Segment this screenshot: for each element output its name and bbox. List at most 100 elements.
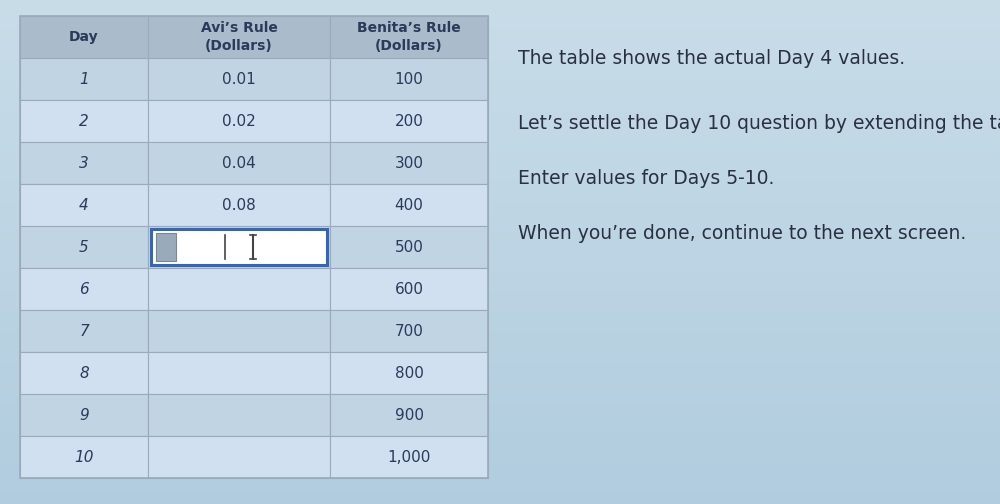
Bar: [0, 373, 1000, 383]
Bar: [330, 436, 488, 478]
Bar: [148, 184, 330, 226]
Text: 7: 7: [79, 324, 89, 339]
Bar: [20, 58, 148, 100]
Bar: [20, 310, 148, 352]
Bar: [0, 171, 1000, 181]
Bar: [0, 484, 1000, 494]
Bar: [0, 363, 1000, 373]
Bar: [0, 423, 1000, 433]
Text: 1,000: 1,000: [387, 450, 431, 465]
Text: 0.01: 0.01: [222, 72, 256, 87]
Bar: [0, 444, 1000, 454]
Text: 900: 900: [394, 408, 424, 422]
Bar: [0, 30, 1000, 40]
Bar: [0, 212, 1000, 222]
Text: Avi’s Rule
(Dollars): Avi’s Rule (Dollars): [201, 21, 277, 52]
Bar: [0, 272, 1000, 282]
Text: The table shows the actual Day 4 values.: The table shows the actual Day 4 values.: [518, 49, 905, 68]
Bar: [330, 352, 488, 394]
Bar: [0, 353, 1000, 363]
Bar: [0, 393, 1000, 403]
Bar: [148, 352, 330, 394]
Bar: [0, 343, 1000, 353]
Bar: [0, 121, 1000, 131]
Text: 400: 400: [395, 198, 423, 213]
Bar: [0, 403, 1000, 413]
Bar: [0, 40, 1000, 50]
Bar: [330, 310, 488, 352]
Text: 5: 5: [79, 239, 89, 255]
Bar: [0, 383, 1000, 393]
Bar: [330, 142, 488, 184]
Bar: [148, 58, 330, 100]
Text: 8: 8: [79, 365, 89, 381]
Bar: [0, 20, 1000, 30]
Bar: [0, 91, 1000, 101]
Bar: [330, 394, 488, 436]
Bar: [330, 100, 488, 142]
Text: 4: 4: [79, 198, 89, 213]
Bar: [0, 50, 1000, 60]
Bar: [20, 142, 148, 184]
Bar: [0, 464, 1000, 474]
Bar: [156, 233, 176, 261]
Bar: [0, 474, 1000, 484]
Bar: [20, 16, 488, 478]
Bar: [0, 312, 1000, 323]
Text: 10: 10: [74, 450, 94, 465]
Bar: [0, 111, 1000, 121]
Bar: [0, 242, 1000, 252]
Bar: [330, 58, 488, 100]
Bar: [20, 436, 148, 478]
Bar: [330, 184, 488, 226]
Bar: [0, 292, 1000, 302]
Bar: [20, 100, 148, 142]
Bar: [330, 16, 488, 58]
Text: 500: 500: [395, 239, 423, 255]
Bar: [0, 192, 1000, 202]
Bar: [0, 131, 1000, 141]
Bar: [0, 101, 1000, 111]
Bar: [0, 10, 1000, 20]
Bar: [0, 60, 1000, 71]
Bar: [148, 310, 330, 352]
Bar: [0, 252, 1000, 262]
Bar: [0, 333, 1000, 343]
Text: 9: 9: [79, 408, 89, 422]
Bar: [0, 232, 1000, 242]
Bar: [330, 268, 488, 310]
Bar: [0, 81, 1000, 91]
Bar: [148, 16, 330, 58]
Bar: [0, 141, 1000, 151]
Bar: [148, 394, 330, 436]
Text: 0.04: 0.04: [222, 156, 256, 170]
Text: 0.08: 0.08: [222, 198, 256, 213]
Text: 600: 600: [394, 282, 424, 296]
Text: 0.02: 0.02: [222, 113, 256, 129]
Text: Let’s settle the Day 10 question by extending the table.: Let’s settle the Day 10 question by exte…: [518, 114, 1000, 133]
Bar: [0, 181, 1000, 192]
Text: Enter values for Days 5-10.: Enter values for Days 5-10.: [518, 169, 774, 188]
Text: 800: 800: [395, 365, 423, 381]
Bar: [0, 302, 1000, 312]
Text: 2: 2: [79, 113, 89, 129]
Text: 6: 6: [79, 282, 89, 296]
Bar: [0, 454, 1000, 464]
Bar: [0, 413, 1000, 423]
Bar: [148, 268, 330, 310]
Bar: [20, 16, 148, 58]
Bar: [148, 142, 330, 184]
Bar: [0, 433, 1000, 444]
Bar: [0, 494, 1000, 504]
Bar: [20, 226, 148, 268]
Bar: [0, 282, 1000, 292]
Bar: [330, 226, 488, 268]
Bar: [0, 222, 1000, 232]
Bar: [20, 184, 148, 226]
Bar: [0, 262, 1000, 272]
Text: When you’re done, continue to the next screen.: When you’re done, continue to the next s…: [518, 224, 966, 243]
Bar: [148, 436, 330, 478]
Text: 700: 700: [395, 324, 423, 339]
Bar: [0, 0, 1000, 10]
Bar: [20, 352, 148, 394]
